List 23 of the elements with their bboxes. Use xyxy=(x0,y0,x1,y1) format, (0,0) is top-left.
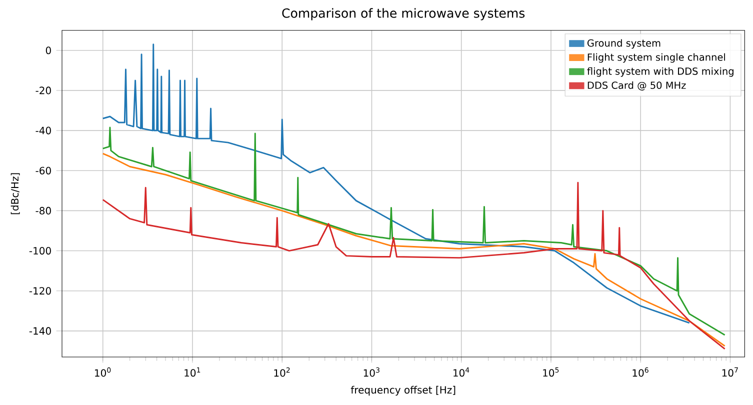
y-tick-label: -20 xyxy=(36,86,51,94)
x-tick-label: 10$^{3}$ xyxy=(364,367,380,377)
legend-label: Ground system xyxy=(587,39,660,49)
legend-label: Flight system single channel xyxy=(588,53,726,63)
y-tick-label: -140 xyxy=(29,327,51,335)
y-tick-label: 0 xyxy=(46,46,51,54)
x-tick-label: 10$^{1}$ xyxy=(184,367,200,377)
x-tick-label: 10$^{4}$ xyxy=(454,367,470,377)
y-tick-label: -80 xyxy=(36,206,51,214)
x-tick-label: 10$^{0}$ xyxy=(95,367,111,377)
x-tick-label: 10$^{5}$ xyxy=(543,367,559,377)
legend-label: flight system with DDS mixing xyxy=(587,67,734,77)
y-tick-label: -60 xyxy=(36,166,51,174)
chart-title: Comparison of the microwave systems xyxy=(282,8,525,20)
legend-label: DDS Card @ 50 MHz xyxy=(588,81,686,90)
x-tick-label: 10$^{6}$ xyxy=(632,367,648,377)
y-tick-label: -100 xyxy=(29,247,51,255)
y-axis-title: [dBc/Hz] xyxy=(10,173,20,214)
x-tick-label: 10$^{2}$ xyxy=(274,367,290,377)
y-tick-label: -40 xyxy=(36,126,51,134)
x-axis-title: frequency offset [Hz] xyxy=(350,386,456,396)
x-tick-label: 10$^{7}$ xyxy=(722,367,738,377)
y-tick-label: -120 xyxy=(29,287,51,295)
